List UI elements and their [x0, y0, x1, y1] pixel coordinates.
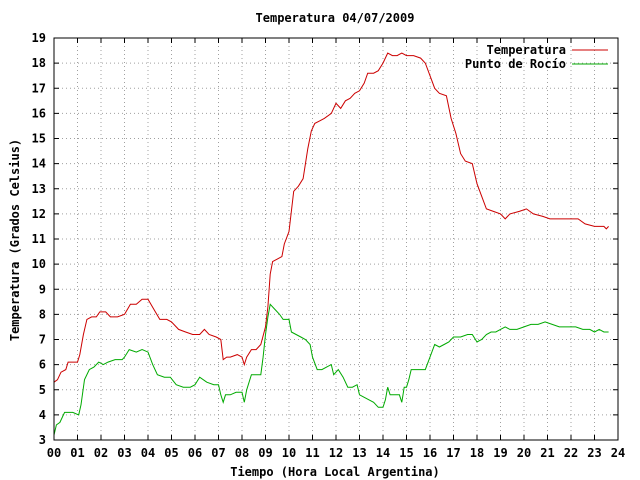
x-tick-label: 09 [258, 446, 272, 460]
y-tick-label: 18 [32, 56, 46, 70]
x-tick-label: 19 [493, 446, 507, 460]
y-tick-label: 8 [39, 307, 46, 321]
series-lines [53, 52, 609, 436]
series-line-punto-de-rocio [53, 303, 609, 436]
y-tick-label: 7 [39, 333, 46, 347]
x-tick-label: 00 [47, 446, 61, 460]
y-tick-label: 6 [39, 358, 46, 372]
x-tick-label: 15 [399, 446, 413, 460]
x-tick-label: 03 [117, 446, 131, 460]
y-tick-label: 3 [39, 433, 46, 447]
x-tick-label: 07 [211, 446, 225, 460]
legend-label: Punto de Rocío [465, 57, 566, 71]
x-tick-label: 16 [423, 446, 437, 460]
y-tick-label: 11 [32, 232, 46, 246]
legend-label: Temperatura [487, 43, 566, 57]
x-tick-label: 22 [564, 446, 578, 460]
x-tick-label: 24 [611, 446, 625, 460]
y-axis-label: Temperatura (Grados Celsius) [8, 139, 22, 341]
y-tick-label: 9 [39, 282, 46, 296]
y-tick-label: 17 [32, 81, 46, 95]
x-tick-label: 05 [164, 446, 178, 460]
x-tick-label: 20 [517, 446, 531, 460]
y-tick-label: 5 [39, 383, 46, 397]
x-tick-label: 14 [376, 446, 390, 460]
y-tick-label: 12 [32, 207, 46, 221]
x-axis-label: Tiempo (Hora Local Argentina) [230, 465, 440, 479]
x-tick-label: 04 [141, 446, 155, 460]
x-tick-label: 18 [470, 446, 484, 460]
x-tick-label: 12 [329, 446, 343, 460]
y-tick-label: 14 [32, 157, 46, 171]
y-tick-label: 13 [32, 182, 46, 196]
x-tick-label: 11 [305, 446, 319, 460]
x-tick-label: 23 [587, 446, 601, 460]
x-tick-label: 08 [235, 446, 249, 460]
x-tick-label: 02 [94, 446, 108, 460]
x-tick-label: 06 [188, 446, 202, 460]
x-tick-label: 01 [70, 446, 84, 460]
y-tick-label: 4 [39, 408, 46, 422]
y-tick-label: 15 [32, 132, 46, 146]
y-tick-label: 16 [32, 106, 46, 120]
axis-ticks: 00 01 02 03 04 05 06 07 08 09 10 11 12 13 14 15 16 17 18 19… [32, 31, 626, 460]
y-tick-label: 10 [32, 257, 46, 271]
series-line-temperatura [53, 52, 609, 383]
x-tick-label: 13 [352, 446, 366, 460]
chart-title: Temperatura 04/07/2009 [256, 11, 415, 25]
x-tick-label: 17 [446, 446, 460, 460]
grid [54, 38, 618, 440]
x-tick-label: 10 [282, 446, 296, 460]
x-tick-label: 21 [540, 446, 554, 460]
y-tick-label: 19 [32, 31, 46, 45]
